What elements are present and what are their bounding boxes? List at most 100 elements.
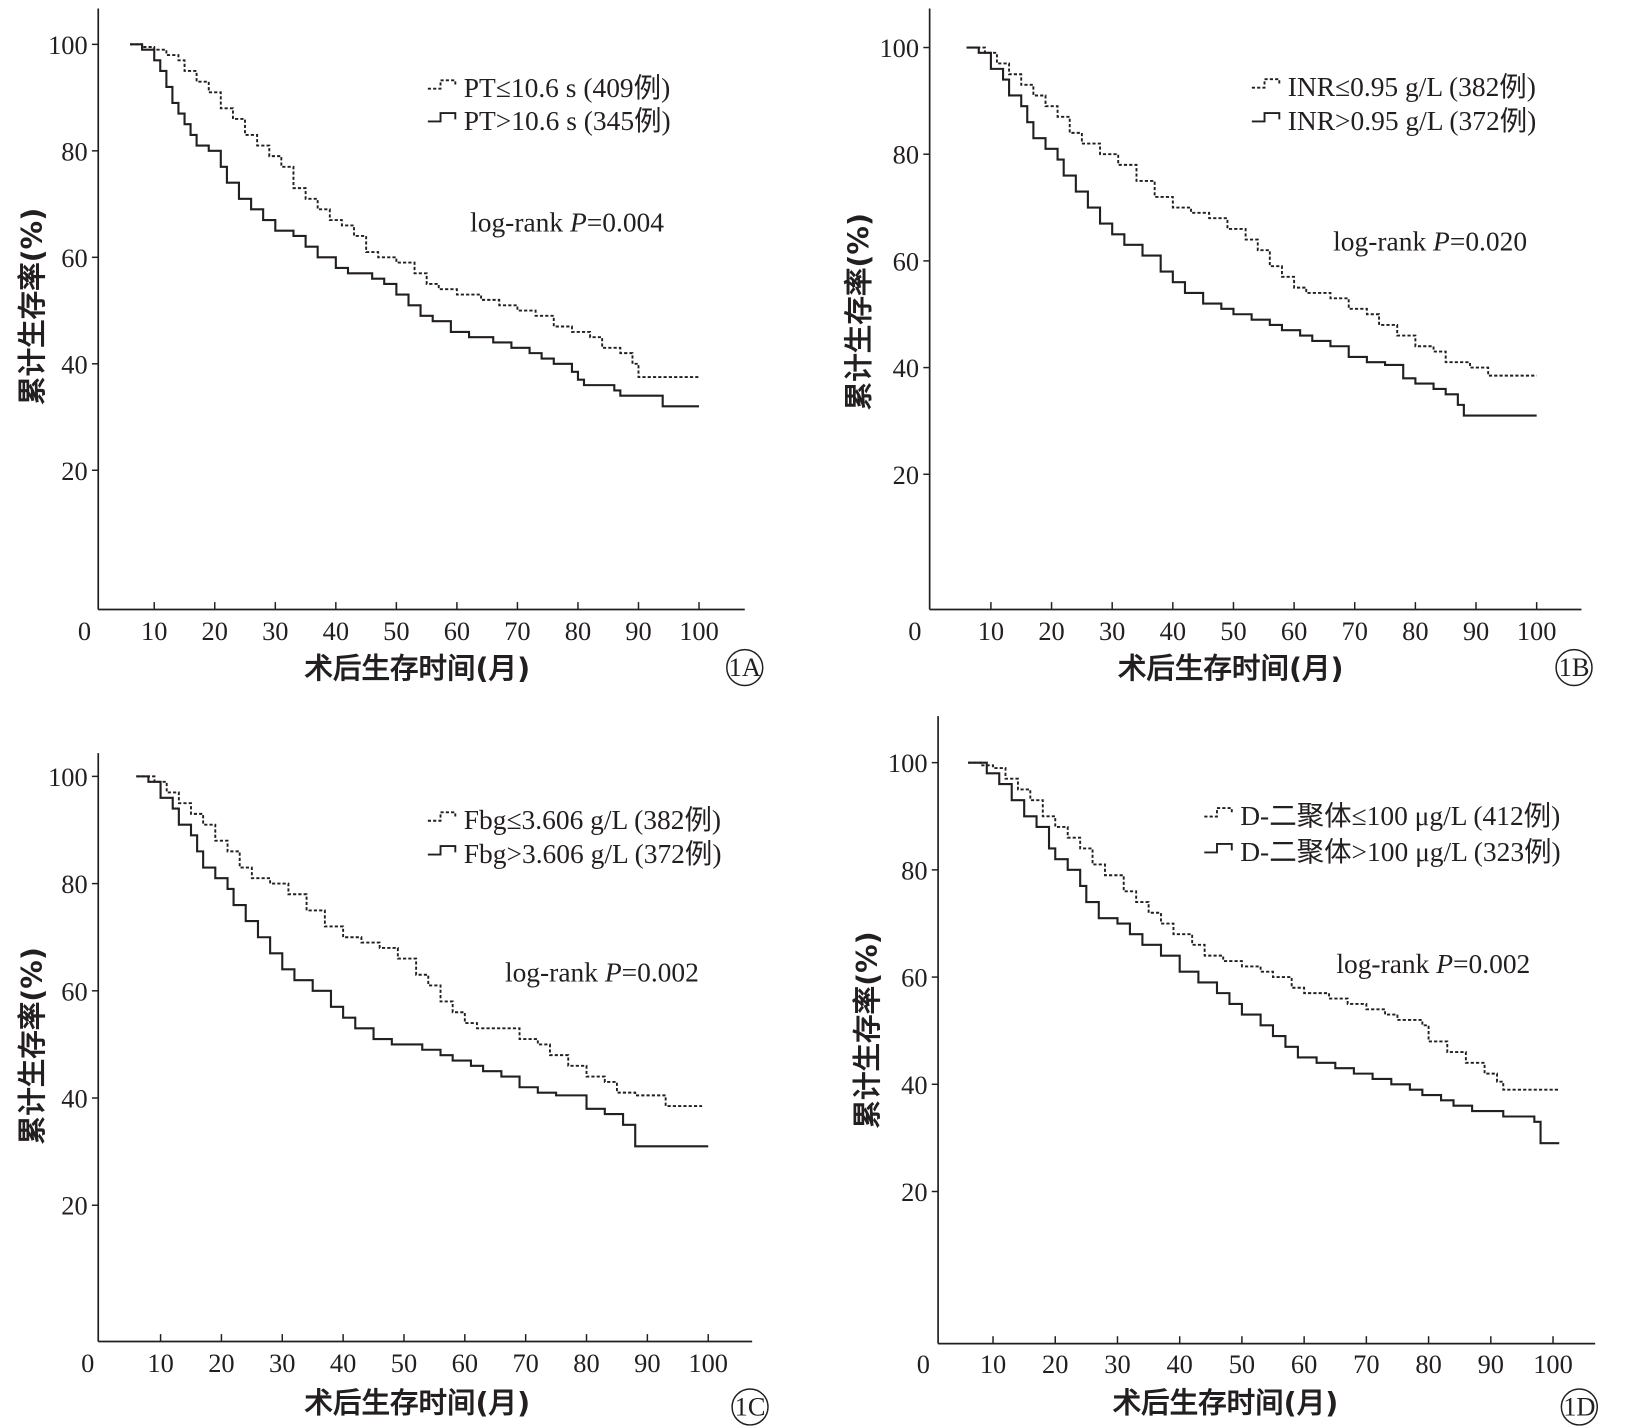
km-curve-solid [136, 775, 709, 1148]
km-curve-solid [966, 46, 1537, 417]
legend-label: PT≤10.6 s (409例) [464, 73, 670, 103]
p-value: =0.002 [1453, 949, 1530, 979]
y-tick-label: 100 [879, 33, 919, 63]
x-tick-label: 100 [688, 1348, 728, 1378]
x-tick-label: 0 [81, 1348, 94, 1378]
km-curve-solid [968, 761, 1560, 1145]
y-tick-label: 60 [61, 243, 87, 273]
x-tick-label: 50 [383, 616, 409, 646]
panel-badge-circle [726, 648, 764, 687]
x-tick-label: 40 [1160, 616, 1186, 646]
x-tick-label: 100 [1533, 1349, 1573, 1379]
p-symbol: P [1432, 226, 1450, 256]
y-axis-title: 累计生存率(%) [16, 208, 49, 405]
panel-1b: 20 40 60 80 100 0 10 20 30 40 50 60 70 80 90 100 术后生存时间(… [842, 8, 1593, 687]
x-tick-label: 20 [202, 616, 228, 646]
y-axis-title: 累计生存率(%) [851, 931, 884, 1128]
panel-label: 1A [729, 652, 761, 682]
p-symbol: P [569, 207, 587, 237]
panel-label: 1B [1559, 652, 1590, 682]
legend-label: D-二聚体>100 μg/L (323例) [1240, 837, 1560, 867]
y-tick-label: 40 [901, 1070, 927, 1100]
y-tick-label: 60 [893, 246, 919, 276]
y-tick-label: 40 [61, 349, 87, 379]
p-value: =0.002 [622, 957, 699, 987]
legend-swatch-solid [1251, 112, 1281, 123]
x-tick-label: 10 [147, 1348, 173, 1378]
log-rank-prefix: log-rank [505, 957, 605, 987]
x-tick-label: 0 [908, 616, 921, 646]
panel-1c: 20 40 60 80 100 0 10 20 30 40 50 60 70 80 90 100 术后生存时间(… [16, 753, 769, 1426]
x-axis-title: 术后生存时间(月) [1113, 1386, 1339, 1419]
x-tick-label: 50 [391, 1348, 417, 1378]
p-value: =0.004 [587, 207, 665, 237]
y-axis-title: 累计生存率(%) [842, 213, 875, 410]
log-rank-annotation: log-rank P=0.002 [505, 957, 699, 987]
x-tick-label: 30 [262, 616, 288, 646]
x-tick-label: 100 [1517, 616, 1557, 646]
x-tick-label: 80 [1415, 1349, 1441, 1379]
legend-label: Fbg>3.606 g/L (372例) [464, 839, 722, 869]
x-tick-label: 20 [1042, 1349, 1068, 1379]
y-tick-label: 40 [893, 353, 919, 383]
p-value: =0.020 [1450, 226, 1527, 256]
x-tick-label: 40 [323, 616, 349, 646]
x-tick-label: 90 [625, 616, 651, 646]
x-tick-label: 10 [141, 616, 167, 646]
x-tick-label: 60 [1291, 1349, 1317, 1379]
x-tick-label: 60 [444, 616, 470, 646]
legend-swatch-dashed [1251, 78, 1281, 89]
legend-label: D-二聚体≤100 μg/L (412例) [1240, 801, 1560, 831]
x-tick-label: 30 [269, 1348, 295, 1378]
y-tick-label: 20 [61, 456, 87, 486]
panel-badge-circle [731, 1388, 769, 1426]
y-tick-label: 80 [61, 136, 87, 166]
legend-label: PT>10.6 s (345例) [464, 106, 671, 136]
x-tick-label: 50 [1229, 1349, 1255, 1379]
legend-label: INR>0.95 g/L (372例) [1288, 106, 1537, 136]
y-tick-label: 100 [48, 30, 88, 60]
y-tick-label: 40 [61, 1084, 87, 1114]
x-tick-label: 90 [1463, 616, 1489, 646]
log-rank-prefix: log-rank [1333, 226, 1433, 256]
x-tick-label: 20 [208, 1348, 234, 1378]
y-tick-label: 60 [61, 976, 87, 1006]
x-tick-label: 0 [917, 1349, 930, 1379]
x-tick-label: 80 [573, 1348, 599, 1378]
km-curve-dashed [966, 46, 1537, 377]
x-tick-label: 10 [978, 616, 1004, 646]
p-symbol: P [1435, 949, 1453, 979]
legend-swatch-solid [1204, 843, 1233, 854]
y-tick-label: 80 [61, 869, 87, 899]
x-axis-title: 术后生存时间(月) [304, 652, 530, 685]
y-tick-label: 100 [888, 748, 928, 778]
x-tick-label: 40 [1166, 1349, 1192, 1379]
log-rank-annotation: log-rank P=0.002 [1336, 949, 1530, 979]
panel-badge-circle [1560, 1388, 1599, 1426]
x-tick-label: 0 [78, 616, 91, 646]
x-tick-label: 30 [1104, 1349, 1130, 1379]
p-symbol: P [604, 957, 622, 987]
y-tick-label: 100 [48, 762, 88, 792]
x-tick-label: 90 [1478, 1349, 1504, 1379]
y-tick-label: 80 [901, 855, 927, 885]
panel-1a: 20 40 60 80 100 0 10 20 30 40 50 60 70 80 90 100 术后生存时间(… [16, 8, 764, 687]
x-axis-title: 术后生存时间(月) [304, 1386, 530, 1419]
log-rank-prefix: log-rank [470, 207, 570, 237]
y-tick-label: 20 [893, 460, 919, 490]
y-tick-label: 20 [61, 1191, 87, 1221]
km-curve-dashed [130, 43, 700, 379]
x-tick-label: 80 [565, 616, 591, 646]
y-axis-title: 累计生存率(%) [16, 947, 49, 1144]
x-tick-label: 20 [1038, 616, 1064, 646]
legend-swatch-dashed [1204, 807, 1233, 818]
legend-swatch-dashed [427, 79, 457, 90]
km-curve-dashed [968, 761, 1560, 1091]
y-tick-label: 60 [901, 963, 927, 993]
legend-swatch-dashed [427, 811, 457, 822]
x-tick-label: 80 [1402, 616, 1428, 646]
x-tick-label: 50 [1220, 616, 1246, 646]
legend-label: INR≤0.95 g/L (382例) [1288, 72, 1536, 102]
x-tick-label: 60 [1281, 616, 1307, 646]
